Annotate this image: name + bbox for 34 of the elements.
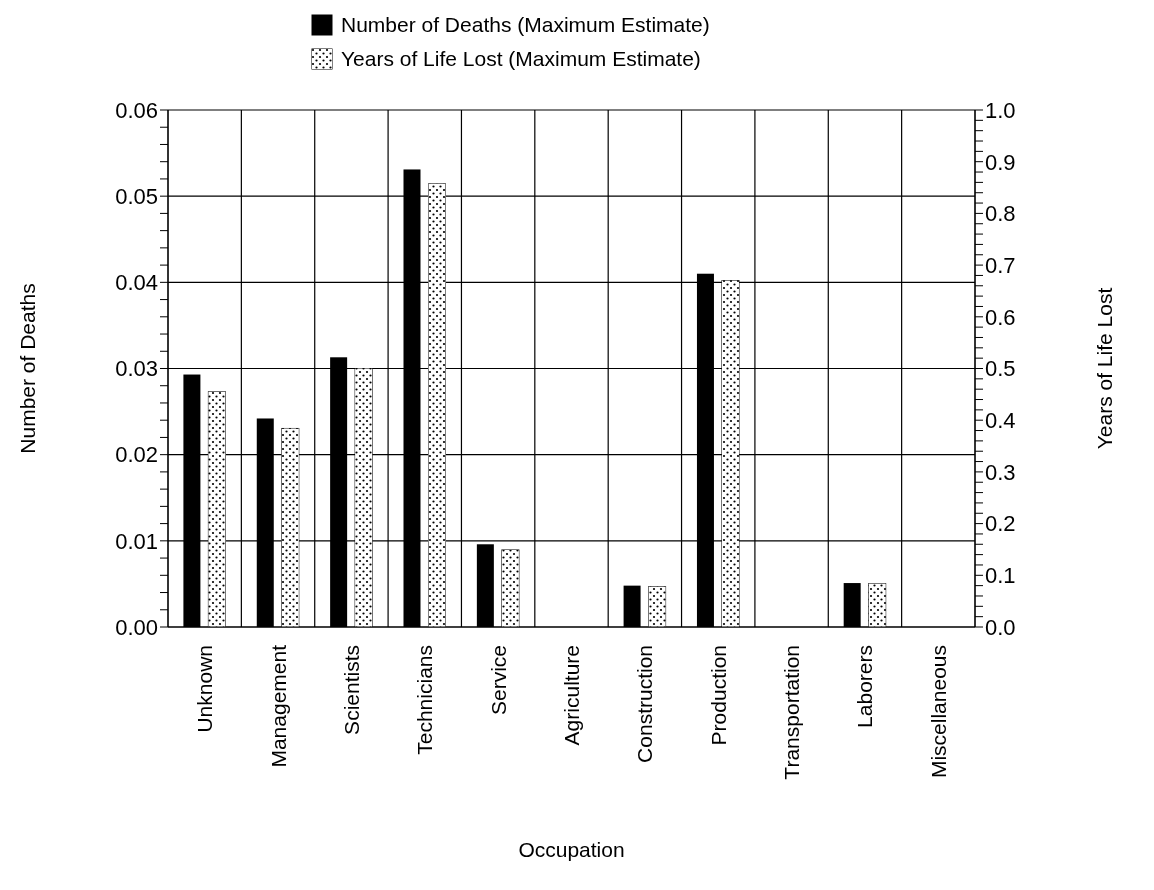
y-tick-label: 0.02	[115, 442, 158, 468]
y2-axis-title: Years of Life Lost	[1093, 287, 1117, 450]
y-tick-label: 0.01	[115, 528, 158, 554]
x-tick-label: Production	[706, 645, 730, 746]
x-tick-label: Laborers	[853, 645, 877, 728]
y-axis-title: Number of Deaths	[16, 283, 40, 454]
legend-label: Years of Life Lost (Maximum Estimate)	[341, 47, 701, 71]
x-axis-title: Occupation	[518, 838, 625, 861]
x-tick-label: Transportation	[780, 645, 804, 780]
y2-tick-label: 1.0	[985, 97, 1016, 123]
y-tick-label: 0.04	[115, 270, 158, 296]
x-tick-label: Scientists	[339, 645, 363, 735]
x-tick-label: Technicians	[413, 645, 437, 755]
y2-tick-label: 0.8	[985, 201, 1016, 227]
y2-tick-label: 0.4	[985, 408, 1016, 434]
y-tick-label: 0.00	[115, 614, 158, 640]
y2-tick-label: 0.3	[985, 459, 1016, 485]
y2-tick-label: 0.2	[985, 511, 1016, 537]
x-tick-label: Miscellaneous	[926, 645, 950, 779]
x-tick-label: Unknown	[193, 645, 217, 733]
y2-tick-label: 0.1	[985, 563, 1016, 589]
y-tick-label: 0.03	[115, 356, 158, 382]
x-tick-label: Management	[266, 644, 290, 768]
y-tick-label: 0.06	[115, 97, 158, 123]
y2-tick-label: 0.9	[985, 149, 1016, 175]
y2-tick-label: 0.7	[985, 252, 1016, 278]
x-tick-label: Service	[486, 645, 510, 716]
y-tick-label: 0.05	[115, 183, 158, 209]
x-tick-label: Agriculture	[560, 645, 583, 746]
y2-tick-label: 0.5	[985, 356, 1016, 382]
x-tick-label: Construction	[633, 645, 657, 763]
y2-tick-label: 0.0	[985, 614, 1016, 640]
legend-label: Number of Deaths (Maximum Estimate)	[341, 13, 710, 37]
y2-tick-label: 0.6	[985, 304, 1016, 330]
